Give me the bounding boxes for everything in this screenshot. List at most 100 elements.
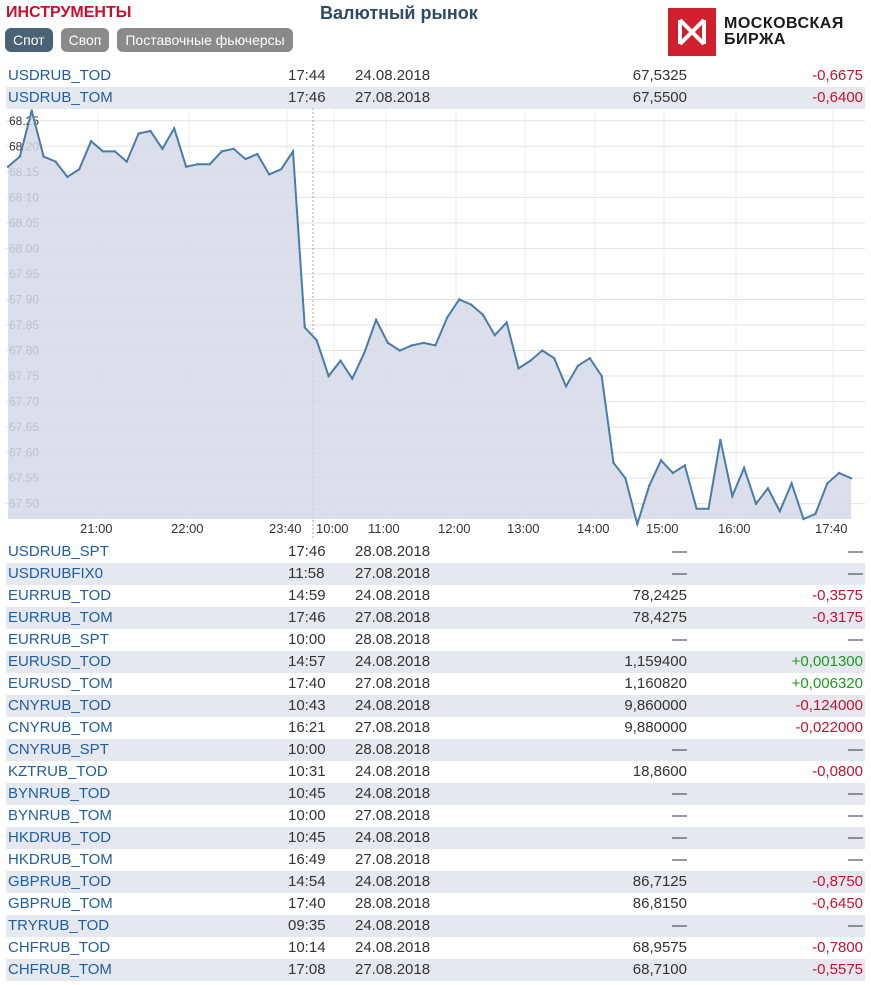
instrument-name[interactable]: EURUSD_TOM — [8, 675, 113, 692]
x-tick-label: 13:00 — [507, 521, 540, 536]
instrument-name[interactable]: EURRUB_SPT — [8, 631, 109, 648]
price-change: -0,0800 — [812, 763, 863, 780]
instrument-name[interactable]: BYNRUB_TOM — [8, 807, 112, 824]
trade-time: 10:43 — [288, 697, 326, 714]
instrument-row[interactable]: CNYRUB_SPT 10:00 28.08.2018 — — — [6, 739, 865, 761]
trade-time: 10:14 — [288, 939, 326, 956]
last-price: — — [672, 917, 687, 934]
instruments-title[interactable]: ИНСТРУМЕНТЫ — [6, 4, 132, 21]
instrument-row[interactable]: EURRUB_TOM 17:46 27.08.2018 78,4275 -0,3175 — [6, 607, 865, 629]
instrument-row[interactable]: BYNRUB_TOD 10:45 24.08.2018 — — — [6, 783, 865, 805]
trade-time: 17:08 — [288, 961, 326, 978]
x-tick-label: 17:40 — [815, 521, 848, 536]
price-point — [446, 316, 449, 319]
instrument-row[interactable]: TRYRUB_TOD 09:35 24.08.2018 — — — [6, 915, 865, 937]
last-price: 18,8600 — [632, 763, 687, 780]
instrument-name[interactable]: USDRUB_SPT — [8, 543, 109, 560]
instrument-row[interactable]: HKDRUB_TOD 10:45 24.08.2018 — — — [6, 827, 865, 849]
instrument-name[interactable]: HKDRUB_TOM — [8, 851, 113, 868]
instrument-name[interactable]: GBPRUB_TOM — [8, 895, 113, 912]
trade-time: 14:54 — [288, 873, 326, 890]
trade-date: 24.08.2018 — [355, 917, 431, 934]
instrument-row[interactable]: USDRUB_SPT 17:46 28.08.2018 — — — [6, 541, 865, 563]
price-point — [303, 326, 306, 329]
instrument-row[interactable]: USDRUBFIX0 11:58 27.08.2018 — — — [6, 563, 865, 585]
price-point — [742, 466, 746, 470]
instrument-row[interactable]: EURUSD_TOM 17:40 27.08.2018 1,160820 +0,0063… — [6, 673, 865, 695]
price-point — [374, 318, 378, 322]
last-price: 9,860000 — [624, 697, 687, 714]
price-point — [173, 127, 176, 130]
last-price: 86,7125 — [632, 873, 687, 890]
price-point — [256, 152, 259, 156]
price-point — [232, 147, 235, 150]
last-price: 68,7100 — [632, 961, 687, 978]
instrument-name[interactable]: GBPRUB_TOD — [8, 873, 112, 890]
instrument-row[interactable]: CHFRUB_TOD 10:14 24.08.2018 68,9575 -0,7800 — [6, 937, 865, 959]
x-tick-label: 23:40 — [269, 521, 302, 536]
instrument-row[interactable]: GBPRUB_TOD 14:54 24.08.2018 86,7125 -0,8750 — [6, 871, 865, 893]
instrument-row[interactable]: EURUSD_TOD 14:57 24.08.2018 1,159400 +0,0013… — [6, 651, 865, 673]
instrument-row[interactable]: CNYRUB_TOD 10:43 24.08.2018 9,860000 -0,1240… — [6, 695, 865, 717]
instrument-row[interactable]: USDRUB_TOM 17:46 27.08.2018 67,5500 -0,6400 — [6, 87, 865, 109]
price-point — [469, 303, 473, 306]
moex-logo[interactable]: МОСКОВСКАЯ БИРЖА — [668, 8, 844, 56]
price-point — [184, 165, 188, 168]
trade-date: 24.08.2018 — [355, 829, 431, 846]
price-point — [731, 494, 734, 498]
instrument-name[interactable]: CNYRUB_SPT — [8, 741, 109, 758]
price-point — [719, 438, 722, 442]
trade-date: 27.08.2018 — [355, 719, 431, 736]
instrument-name[interactable]: HKDRUB_TOD — [8, 829, 112, 846]
trade-time: 10:00 — [288, 631, 326, 648]
price-change: — — [848, 829, 863, 846]
price-point — [529, 359, 532, 362]
price-point — [30, 109, 33, 112]
instrument-name[interactable]: CNYRUB_TOD — [8, 697, 112, 714]
instrument-name[interactable]: USDRUB_TOD — [8, 67, 112, 84]
instrument-name[interactable]: EURRUB_TOM — [8, 609, 113, 626]
trade-time: 10:00 — [288, 741, 326, 758]
instrument-row[interactable]: EURRUB_TOD 14:59 24.08.2018 78,2425 -0,3575 — [6, 585, 865, 607]
instrument-row[interactable]: EURRUB_SPT 10:00 28.08.2018 — — — [6, 629, 865, 651]
instrument-row[interactable]: BYNRUB_TOM 10:00 27.08.2018 — — — [6, 805, 865, 827]
instrument-name[interactable]: EURRUB_TOD — [8, 587, 112, 604]
price-point — [220, 150, 223, 153]
trade-date: 27.08.2018 — [355, 609, 431, 626]
market-tabs: Спот Своп Поставочные фьючерсы — [5, 28, 293, 52]
price-point — [683, 464, 686, 467]
usdrub-chart[interactable]: 68.2568.2068.1568.1068.0568.0067.9567.90… — [6, 108, 865, 540]
instrument-name[interactable]: CNYRUB_TOM — [8, 719, 113, 736]
instrument-name[interactable]: CHFRUB_TOD — [8, 939, 111, 956]
instrument-name[interactable]: TRYRUB_TOD — [8, 917, 110, 934]
price-point — [89, 140, 93, 143]
instrument-name[interactable]: KZTRUB_TOD — [8, 763, 108, 780]
instrument-row[interactable]: CHFRUB_TOM 17:08 27.08.2018 68,7100 -0,5575 — [6, 959, 865, 981]
tab-futures[interactable]: Поставочные фьючерсы — [117, 28, 293, 52]
instrument-row[interactable]: KZTRUB_TOD 10:31 24.08.2018 18,8600 -0,0800 — [6, 761, 865, 783]
instrument-name[interactable]: EURUSD_TOD — [8, 653, 112, 670]
instrument-row[interactable]: CNYRUB_TOM 16:21 27.08.2018 9,880000 -0,0220… — [6, 717, 865, 739]
price-point — [802, 517, 805, 521]
trade-time: 10:45 — [288, 829, 326, 846]
price-point — [517, 367, 520, 370]
tab-spot[interactable]: Спот — [5, 28, 53, 52]
instrument-name[interactable]: BYNRUB_TOD — [8, 785, 111, 802]
last-price: — — [672, 631, 687, 648]
instrument-row[interactable]: GBPRUB_TOM 17:40 28.08.2018 86,8150 -0,6450 — [6, 893, 865, 915]
price-change: -0,6450 — [812, 895, 863, 912]
tab-swap[interactable]: Своп — [60, 28, 110, 52]
price-point — [826, 482, 829, 485]
price-point — [78, 168, 81, 171]
price-point — [636, 522, 639, 526]
instrument-name[interactable]: USDRUBFIX0 — [8, 565, 104, 582]
instrument-row[interactable]: USDRUB_TOD 17:44 24.08.2018 67,5325 -0,6675 — [6, 65, 865, 87]
price-change: -0,3175 — [812, 609, 863, 626]
instrument-name[interactable]: CHFRUB_TOM — [8, 961, 112, 978]
instrument-row[interactable]: HKDRUB_TOM 16:49 27.08.2018 — — — [6, 849, 865, 871]
instrument-name[interactable]: USDRUB_TOM — [8, 89, 113, 106]
price-point — [849, 477, 853, 480]
price-point — [541, 349, 544, 352]
trade-time: 10:00 — [288, 807, 326, 824]
trade-time: 16:21 — [288, 719, 326, 736]
